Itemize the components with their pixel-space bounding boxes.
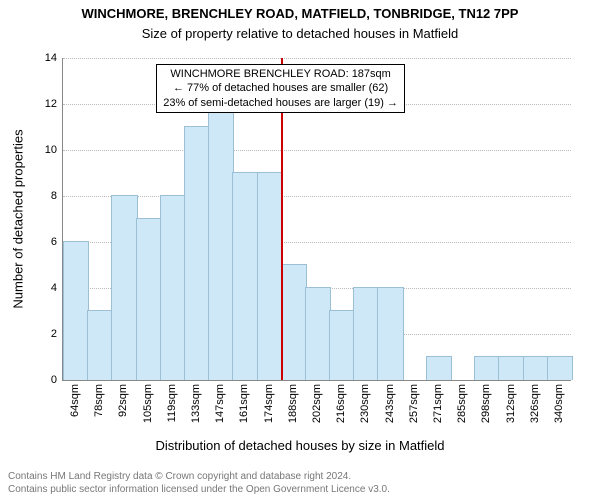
x-tick-label: 271sqm	[432, 380, 444, 423]
x-tick-label: 326sqm	[529, 380, 541, 423]
histogram-bar	[111, 195, 137, 380]
histogram-bar	[232, 172, 258, 380]
histogram-bar	[184, 126, 210, 380]
y-axis-label: Number of detached properties	[11, 129, 26, 308]
x-tick-label: 133sqm	[190, 380, 202, 423]
x-tick-label: 147sqm	[214, 380, 226, 423]
annotation-line: 23% of semi-detached houses are larger (…	[163, 96, 398, 110]
x-tick-label: 64sqm	[69, 380, 81, 417]
x-tick-label: 340sqm	[553, 380, 565, 423]
x-tick-label: 174sqm	[263, 380, 275, 423]
histogram-bar	[377, 287, 403, 380]
footer-line: Contains public sector information licen…	[8, 484, 390, 497]
y-tick-label: 4	[51, 282, 63, 294]
histogram-bar	[63, 241, 89, 380]
histogram-bar	[87, 310, 113, 380]
y-tick-label: 10	[45, 144, 63, 156]
y-tick-label: 12	[45, 98, 63, 110]
footer-line: Contains HM Land Registry data © Crown c…	[8, 471, 390, 484]
chart-title: WINCHMORE, BRENCHLEY ROAD, MATFIELD, TON…	[0, 6, 600, 21]
x-tick-label: 202sqm	[311, 380, 323, 423]
x-tick-label: 161sqm	[238, 380, 250, 423]
annotation-line: WINCHMORE BRENCHLEY ROAD: 187sqm	[163, 67, 398, 81]
histogram-bar	[547, 356, 573, 380]
annotation-line: ← 77% of detached houses are smaller (62…	[163, 81, 398, 95]
x-tick-label: 230sqm	[359, 380, 371, 423]
histogram-bar	[281, 264, 307, 380]
x-tick-label: 188sqm	[287, 380, 299, 423]
gridline	[63, 150, 571, 151]
x-tick-label: 312sqm	[505, 380, 517, 423]
x-tick-label: 105sqm	[142, 380, 154, 423]
footer-credits: Contains HM Land Registry data © Crown c…	[8, 471, 390, 496]
chart-container: WINCHMORE, BRENCHLEY ROAD, MATFIELD, TON…	[0, 0, 600, 500]
x-tick-label: 243sqm	[384, 380, 396, 423]
histogram-bar	[523, 356, 549, 380]
gridline	[63, 196, 571, 197]
x-tick-label: 285sqm	[456, 380, 468, 423]
y-tick-label: 6	[51, 236, 63, 248]
x-tick-label: 78sqm	[93, 380, 105, 417]
histogram-bar	[498, 356, 524, 380]
histogram-bar	[257, 172, 283, 380]
histogram-bar	[353, 287, 379, 380]
x-tick-label: 119sqm	[166, 380, 178, 422]
x-axis-label: Distribution of detached houses by size …	[0, 438, 600, 453]
y-tick-label: 2	[51, 328, 63, 340]
y-tick-label: 8	[51, 190, 63, 202]
plot-area: 0246810121464sqm78sqm92sqm105sqm119sqm13…	[62, 58, 571, 381]
x-tick-label: 92sqm	[117, 380, 129, 417]
histogram-bar	[426, 356, 452, 380]
x-tick-label: 216sqm	[335, 380, 347, 423]
x-tick-label: 298sqm	[480, 380, 492, 423]
y-tick-label: 0	[51, 374, 63, 386]
gridline	[63, 58, 571, 59]
histogram-bar	[208, 103, 234, 380]
histogram-bar	[474, 356, 500, 380]
chart-subtitle: Size of property relative to detached ho…	[0, 26, 600, 41]
y-tick-label: 14	[45, 52, 63, 64]
annotation-box: WINCHMORE BRENCHLEY ROAD: 187sqm← 77% of…	[156, 64, 405, 113]
histogram-bar	[160, 195, 186, 380]
x-tick-label: 257sqm	[408, 380, 420, 423]
histogram-bar	[305, 287, 331, 380]
histogram-bar	[136, 218, 162, 380]
histogram-bar	[329, 310, 355, 380]
